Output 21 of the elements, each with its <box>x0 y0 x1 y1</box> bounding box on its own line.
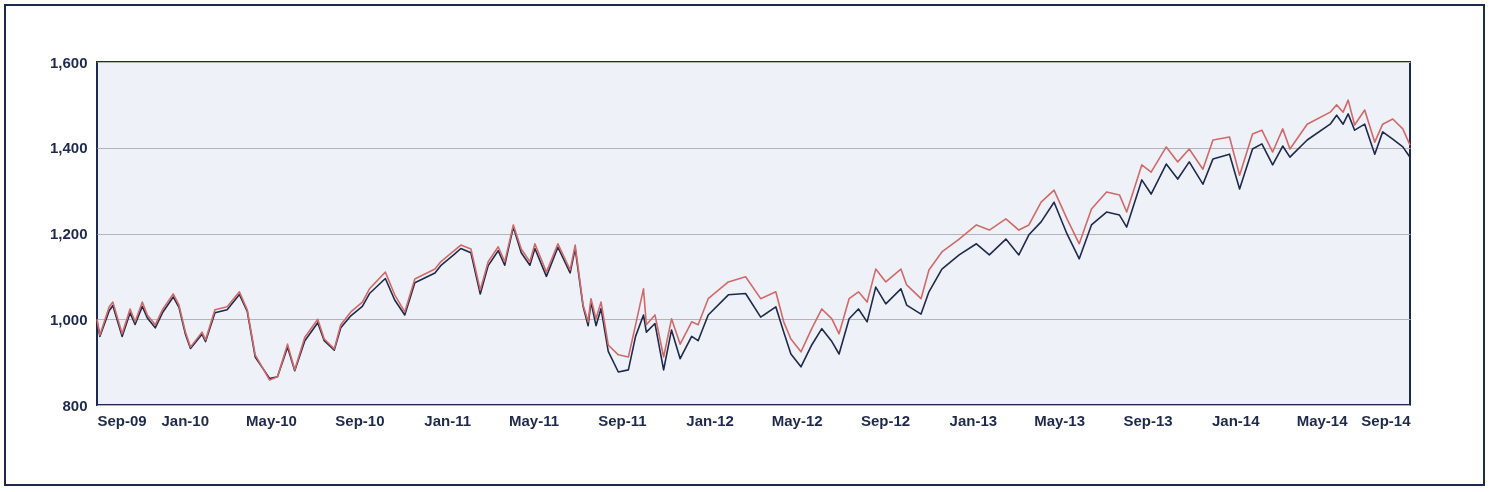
y-tick-label: 1,000 <box>49 310 88 328</box>
x-tick-label: Sep-14 <box>1361 411 1412 429</box>
x-tick-label: Jan-12 <box>686 411 734 429</box>
x-tick-label: Sep-13 <box>1123 411 1173 429</box>
x-tick-label: Sep-09 <box>97 411 147 429</box>
y-tick-label: 1,600 <box>49 53 88 71</box>
y-tick-label: 800 <box>62 396 88 414</box>
x-tick-label: May-14 <box>1296 411 1349 429</box>
x-tick-label: May-12 <box>771 411 823 429</box>
x-tick-label: Jan-11 <box>424 411 472 429</box>
y-tick-label: 1,200 <box>49 225 88 242</box>
x-tick-label: Sep-12 <box>860 411 911 429</box>
x-tick-label: May-10 <box>246 411 297 429</box>
x-tick-label: May-11 <box>508 411 559 429</box>
y-tick-label: 1,400 <box>49 139 88 157</box>
x-tick-label: Sep-11 <box>598 411 647 429</box>
x-tick-label: Jan-14 <box>1212 411 1261 429</box>
x-tick-label: Jan-10 <box>161 411 209 429</box>
x-tick-label: Sep-10 <box>335 411 385 429</box>
x-tick-label: Jan-13 <box>949 411 998 429</box>
x-tick-label: May-13 <box>1034 411 1086 429</box>
